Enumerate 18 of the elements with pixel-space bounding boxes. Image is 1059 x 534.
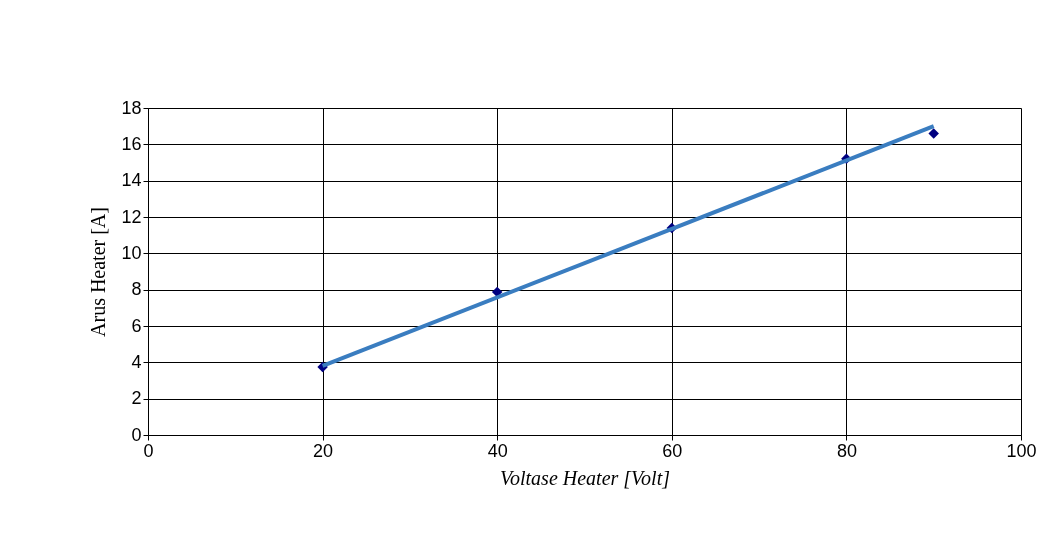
y-tick-label: 6 xyxy=(131,315,142,336)
x-tick-label: 100 xyxy=(1006,440,1037,461)
y-tick-label: 10 xyxy=(121,242,142,263)
x-tick-label: 80 xyxy=(836,440,857,461)
x-tick-label: 60 xyxy=(662,440,683,461)
x-tick-label: 20 xyxy=(313,440,334,461)
y-tick-label: 16 xyxy=(121,133,142,154)
x-axis-title: Voltase Heater [Volt] xyxy=(500,466,670,489)
y-tick-label: 8 xyxy=(131,279,142,300)
y-axis-title: Arus Heater [A] xyxy=(87,207,110,337)
y-tick-label: 18 xyxy=(121,97,142,118)
y-tick-label: 12 xyxy=(121,206,142,227)
x-tick-label: 40 xyxy=(487,440,508,461)
y-tick-label: 14 xyxy=(121,170,142,191)
y-tick-label: 4 xyxy=(131,351,142,372)
y-tick-label: 2 xyxy=(131,388,142,409)
y-tick-label: 0 xyxy=(131,424,142,445)
point xyxy=(928,128,939,139)
